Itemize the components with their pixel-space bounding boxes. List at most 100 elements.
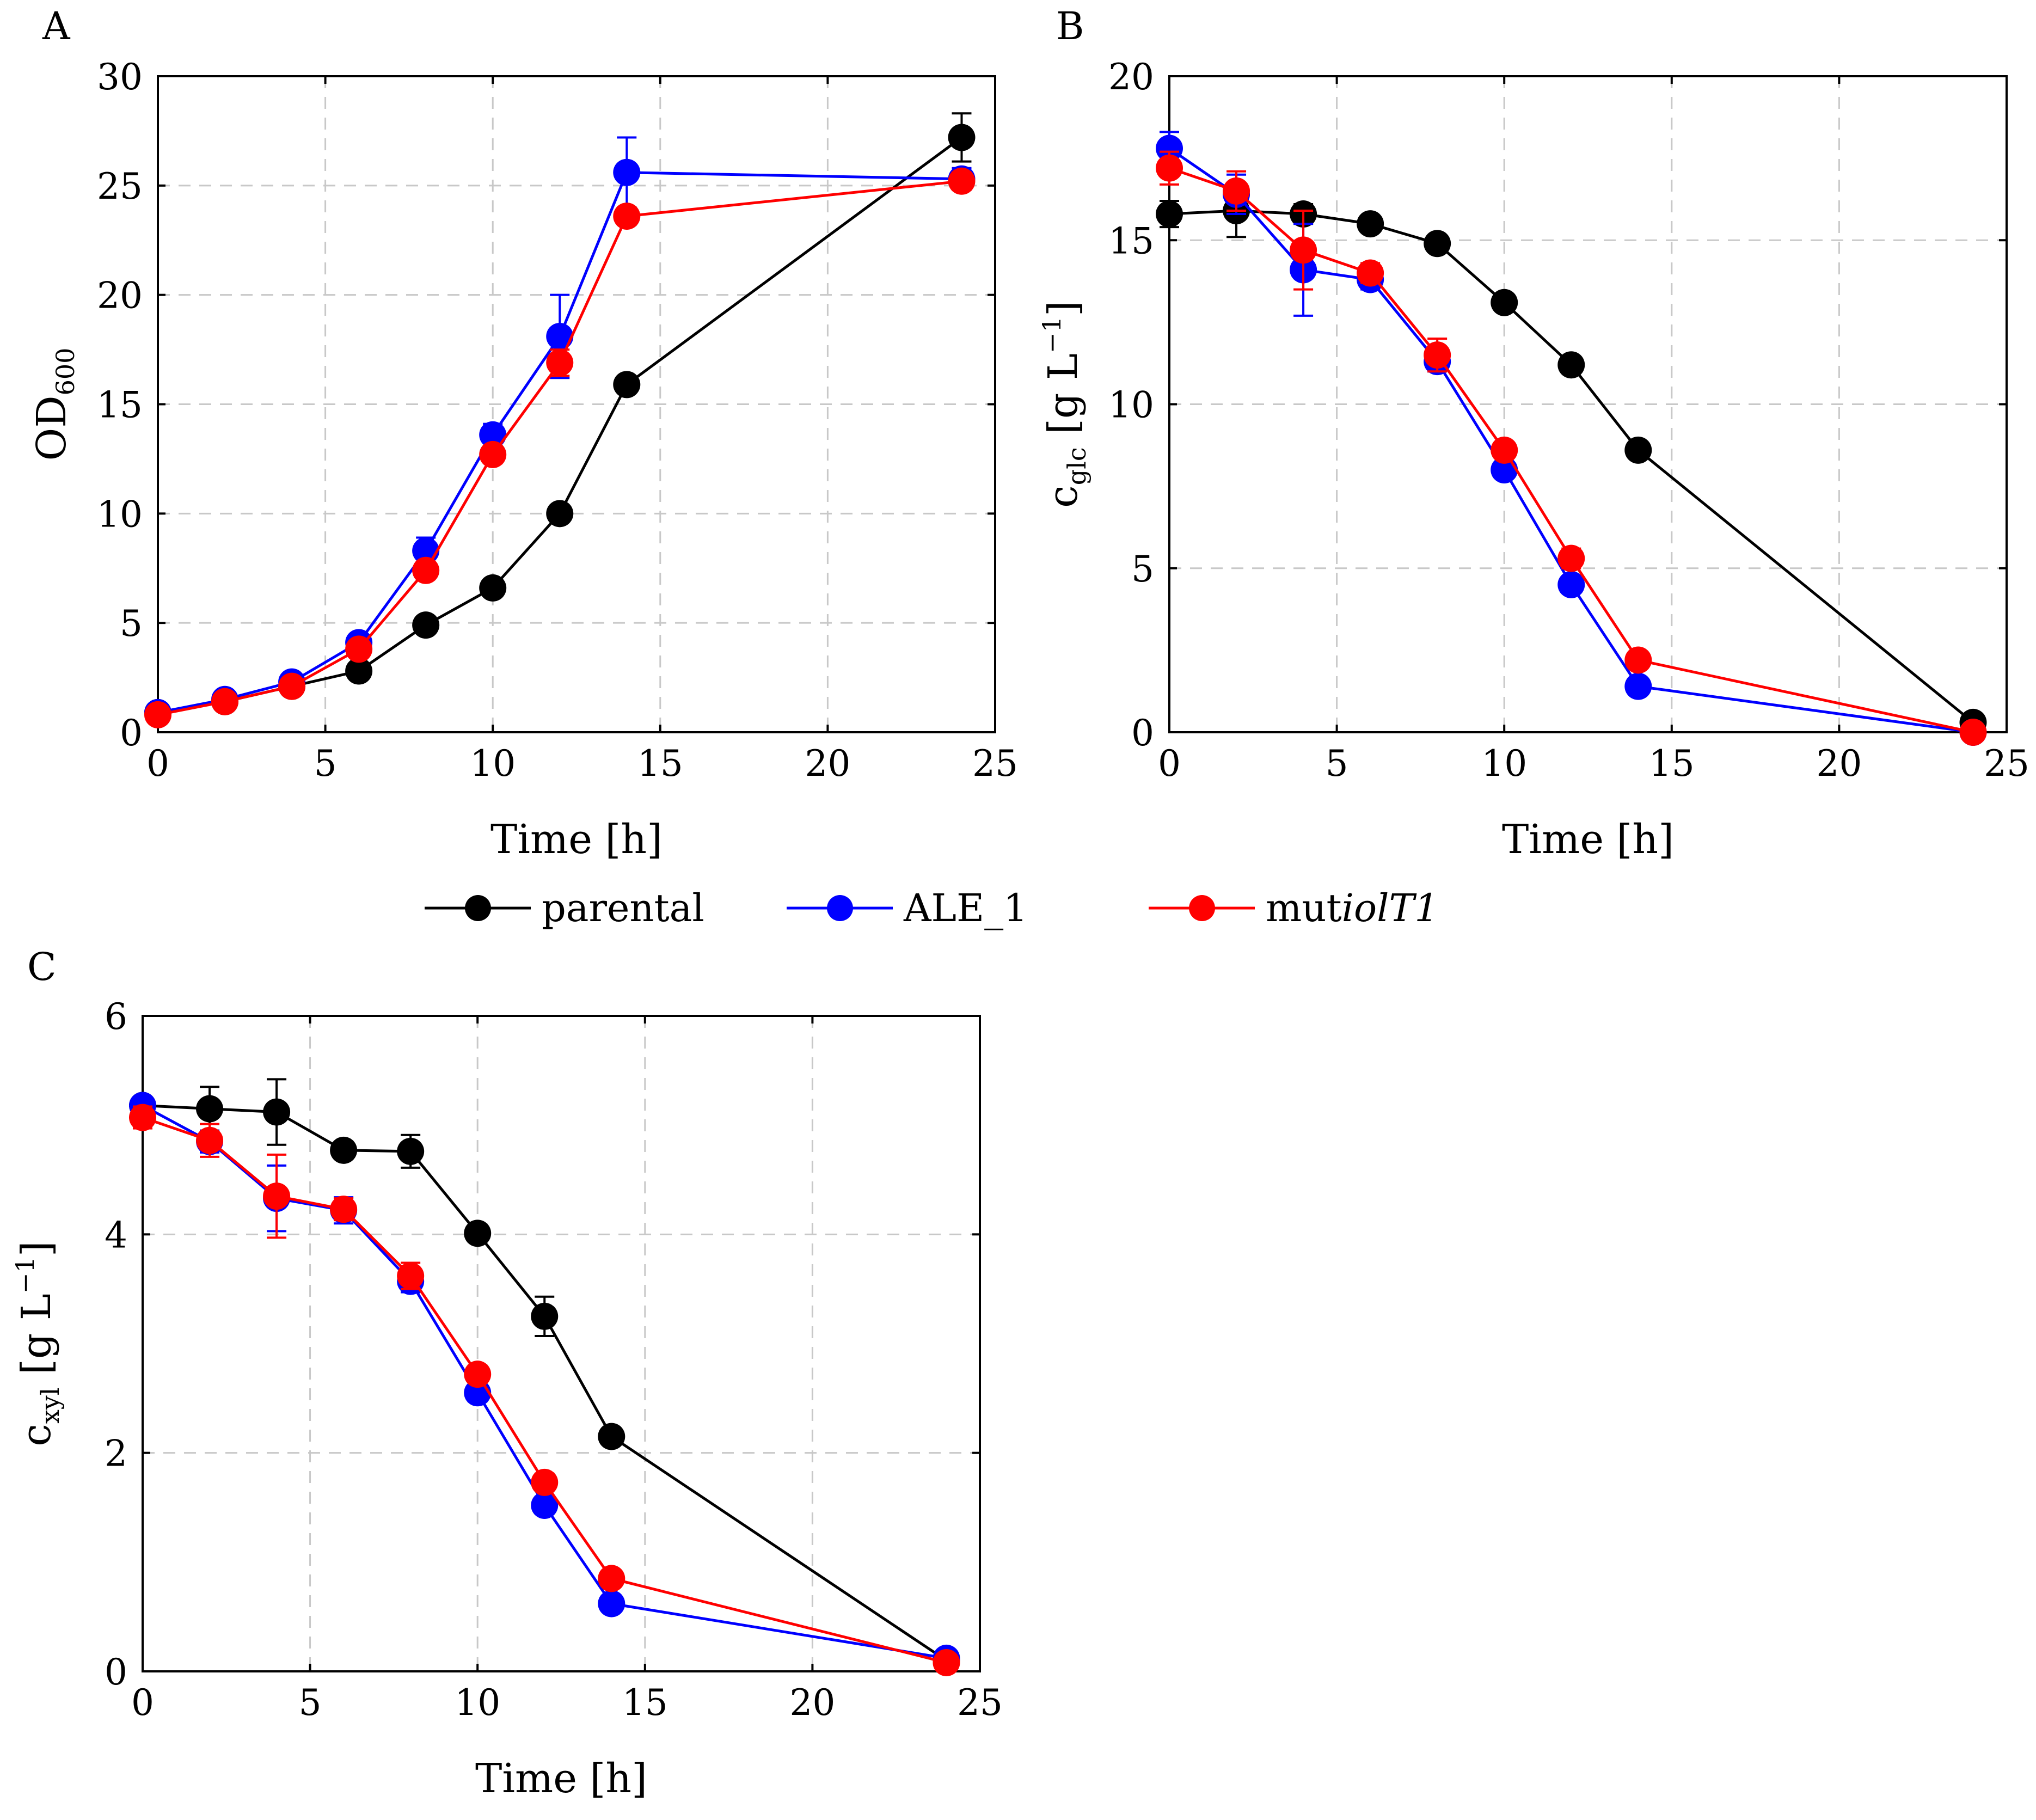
x-tick-label: 5 [299,1682,322,1724]
data-point [412,556,440,584]
data-point [933,1649,960,1676]
y-axis-title-subscript: 600 [51,348,80,396]
data-point [1290,236,1317,264]
y-axis-title-unit: [g L [13,1294,60,1387]
data-point [546,500,574,528]
x-tick-label: 0 [1158,743,1181,785]
panel-b: B 0 5 10 15 20 25 0 5 10 15 20 Time [h] cglc [g L−1] [1037,4,2029,863]
data-point [948,124,976,151]
data-point [1156,134,1183,162]
panel-label: A [42,4,71,48]
x-tick-label: 5 [314,743,337,785]
x-tick-label: 15 [1649,743,1695,785]
x-tick-label: 20 [1816,743,1862,785]
data-point [1156,154,1183,182]
series-line [157,171,962,714]
x-tick-label: 15 [637,743,683,785]
panel-label: C [27,945,57,989]
legend-label-parental: parental [542,886,704,930]
y-axis-title-main: c [1040,485,1087,507]
legend: parental ALE_1 mutiolT1 [425,886,1439,930]
x-tick-label: 10 [1481,743,1527,785]
y-tick-label: 5 [120,603,143,645]
x-tick-label: 5 [1326,743,1348,785]
data-point [1491,436,1518,464]
y-tick-label: 20 [97,275,143,317]
y-tick-label: 5 [1131,548,1154,590]
x-axis-title: Time [h] [475,1755,647,1802]
y-tick-label: 0 [120,712,143,754]
y-tick-label: 30 [97,56,143,98]
legend-entry-mutiolt1: mutiolT1 [1149,886,1439,930]
series-parental [129,1078,960,1674]
x-tick-label: 25 [1984,743,2029,785]
data-point [1491,289,1518,316]
x-tick-label: 0 [131,1682,154,1724]
x-tick-label: 20 [789,1682,835,1724]
data-point [345,635,373,663]
data-point [1624,646,1652,674]
data-point [613,158,641,186]
x-tick-label: 20 [805,743,850,785]
data-point [144,701,171,728]
y-tick-label: 0 [1131,712,1154,754]
legend-marker-ale1 [827,895,853,921]
y-axis-title-subscript: glc [1062,447,1091,485]
legend-marker-mutiolt1 [1189,895,1215,921]
legend-entry-parental: parental [425,886,704,930]
y-axis-title-superscript: −1 [10,1257,40,1294]
data-point [129,1104,156,1131]
data-point [531,1468,559,1496]
data-point [330,1196,358,1223]
y-tick-label: 4 [105,1214,127,1256]
data-point [479,421,507,449]
data-point [613,203,641,230]
series-mutiolt1 [144,167,976,728]
data-point [613,371,641,399]
x-tick-label: 10 [455,1682,500,1724]
y-axis-title-close: ] [1040,301,1087,316]
data-point [263,1182,291,1210]
legend-label-ale1: ALE_1 [903,886,1028,930]
x-tick-label: 25 [957,1682,1003,1724]
data-point [1424,341,1451,369]
y-tick-label: 10 [1108,384,1154,426]
x-tick-label: 25 [972,743,1018,785]
data-point [479,574,507,602]
x-tick-label: 15 [622,1682,668,1724]
panel-label: B [1056,4,1084,48]
series-mutiolt1 [1156,150,1987,746]
y-tick-label: 15 [1108,220,1154,262]
data-point [598,1565,625,1592]
data-point [464,1220,492,1247]
data-point [531,1302,559,1330]
panel-a: A 0 5 10 15 20 25 0 5 10 15 20 25 30 Time [h] OD600 [28,4,1018,863]
data-point [598,1590,625,1617]
data-point [1223,177,1250,205]
series-line [1168,147,1973,734]
data-point [464,1361,492,1388]
data-point [196,1095,224,1123]
y-axis-title-subscript: xyl [35,1388,65,1424]
data-point [1624,672,1652,700]
data-point [211,688,239,715]
series-ale-1 [1156,131,1987,746]
data-point [1959,719,1987,746]
y-axis-title: cxyl [g L−1] [10,1241,65,1446]
data-point [1624,436,1652,464]
panel-c: C 0 5 10 15 20 25 0 2 4 6 Time [h] cxyl [g L−1] [10,945,1003,1802]
data-point [1557,544,1585,572]
series-line [157,180,962,716]
data-point [196,1126,224,1154]
series-mutiolt1 [129,1104,960,1676]
data-point [546,322,574,350]
y-tick-label: 0 [105,1651,127,1693]
y-tick-label: 20 [1108,56,1154,98]
data-point [397,1137,425,1165]
legend-label-iolt1: iolT1 [1342,886,1439,930]
grid [1169,76,2007,732]
y-axis-title-main: c [13,1424,60,1446]
grid [143,1016,980,1671]
y-axis-title: OD600 [28,348,80,461]
legend-label-mutiolt1: mutiolT1 [1266,886,1439,930]
